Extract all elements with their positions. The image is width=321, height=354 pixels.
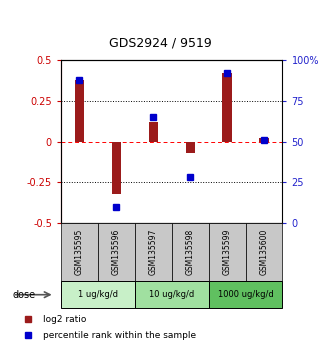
Text: log2 ratio: log2 ratio [43, 315, 87, 324]
Bar [135, 223, 172, 281]
Bar [135, 281, 209, 308]
Bar [186, 142, 195, 153]
Text: GSM135598: GSM135598 [186, 229, 195, 275]
Bar [259, 138, 269, 142]
Text: GSM135599: GSM135599 [222, 229, 232, 275]
Bar [246, 223, 282, 281]
Text: GSM135597: GSM135597 [149, 229, 158, 275]
Bar [222, 73, 232, 142]
Bar [209, 223, 246, 281]
Bar [209, 281, 282, 308]
Text: dose: dose [13, 290, 36, 300]
Text: 10 ug/kg/d: 10 ug/kg/d [149, 290, 194, 299]
Text: GSM135600: GSM135600 [259, 229, 269, 275]
Bar [172, 223, 209, 281]
Bar [98, 223, 135, 281]
Bar [149, 122, 158, 142]
Bar [61, 281, 135, 308]
Text: GSM135596: GSM135596 [112, 229, 121, 275]
Text: 1 ug/kg/d: 1 ug/kg/d [78, 290, 118, 299]
Text: percentile rank within the sample: percentile rank within the sample [43, 331, 196, 340]
Bar [112, 142, 121, 194]
Text: GSM135595: GSM135595 [75, 229, 84, 275]
Text: 1000 ug/kg/d: 1000 ug/kg/d [218, 290, 273, 299]
Bar [75, 80, 84, 142]
Text: GDS2924 / 9519: GDS2924 / 9519 [109, 36, 212, 50]
Bar [61, 223, 98, 281]
